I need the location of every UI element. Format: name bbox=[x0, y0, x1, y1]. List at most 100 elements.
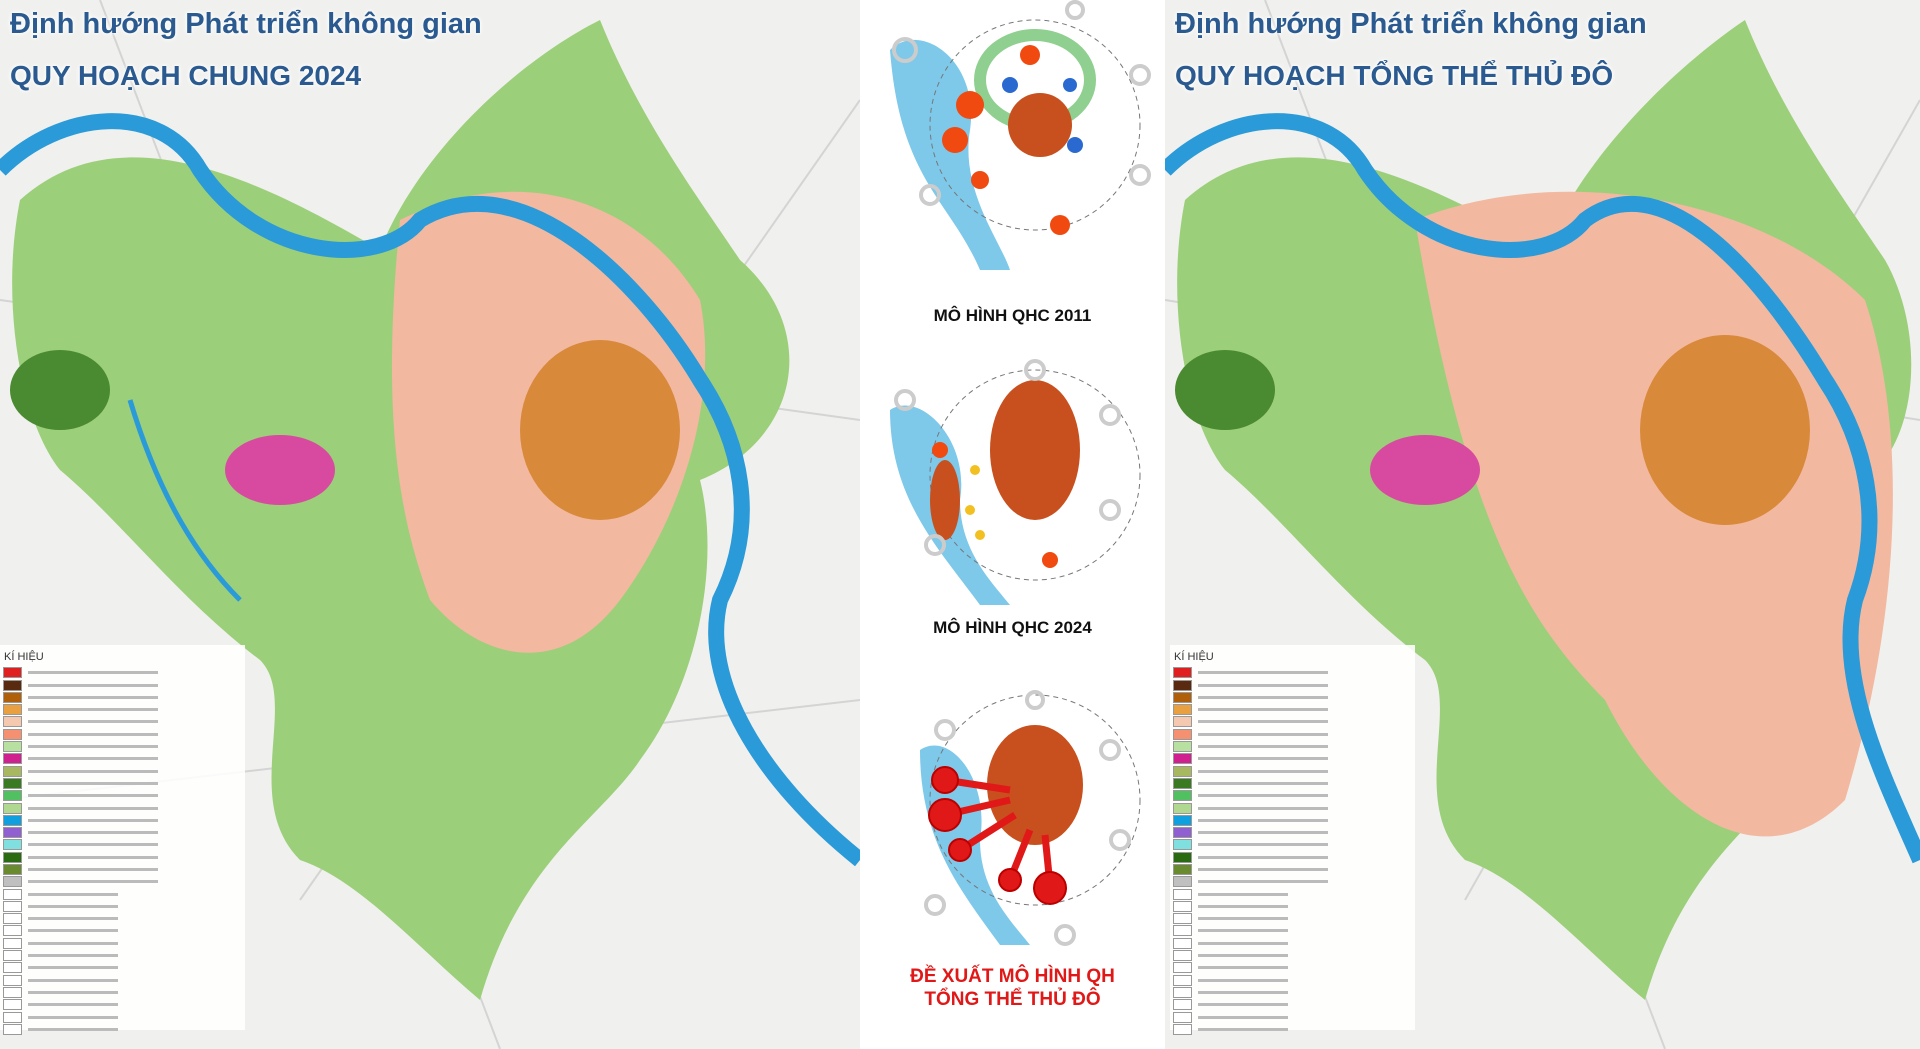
legend-item bbox=[1170, 1023, 1415, 1036]
legend-item bbox=[0, 716, 245, 728]
legend-label-illegible bbox=[1198, 1015, 1288, 1019]
legend-label-illegible bbox=[1198, 671, 1328, 675]
legend-label-illegible bbox=[1198, 990, 1288, 994]
legend-label-illegible bbox=[28, 892, 118, 896]
legend-item bbox=[1170, 679, 1415, 691]
legend-label-illegible bbox=[28, 695, 158, 699]
legend-symbol bbox=[3, 900, 22, 912]
legend-item bbox=[1170, 962, 1415, 974]
legend-item bbox=[0, 999, 245, 1011]
legend-item bbox=[1170, 753, 1415, 765]
legend-swatch bbox=[1173, 864, 1192, 875]
legend-label-illegible bbox=[28, 671, 158, 675]
legend-symbol bbox=[3, 962, 22, 974]
legend-label-illegible bbox=[28, 843, 158, 847]
legend-symbol bbox=[3, 1011, 22, 1023]
legend-item bbox=[0, 765, 245, 777]
legend-swatch bbox=[3, 777, 22, 789]
legend-label-illegible bbox=[1198, 941, 1288, 945]
legend-rows bbox=[1170, 667, 1415, 1035]
legend-swatch bbox=[3, 864, 22, 875]
legend-swatch bbox=[3, 679, 22, 691]
map-title-line2: QUY HOẠCH TỔNG THỂ THỦ ĐÔ bbox=[1175, 60, 1614, 91]
legend-label-illegible bbox=[1198, 929, 1288, 933]
legend-label-illegible bbox=[1198, 818, 1328, 822]
legend-item bbox=[0, 728, 245, 740]
legend-item bbox=[1170, 704, 1415, 716]
legend-label-illegible bbox=[28, 831, 158, 835]
legend-swatch bbox=[3, 753, 22, 765]
legend-label-illegible bbox=[28, 720, 158, 724]
legend-swatch bbox=[3, 790, 22, 802]
legend-swatch bbox=[3, 802, 22, 814]
legend-label-illegible bbox=[28, 941, 118, 945]
legend-label-illegible bbox=[1198, 708, 1328, 712]
legend-label-illegible bbox=[28, 1015, 118, 1019]
legend-item bbox=[0, 851, 245, 863]
legend-label-illegible bbox=[28, 1003, 118, 1007]
legend-swatch bbox=[1173, 851, 1192, 863]
legend-label-illegible bbox=[1198, 904, 1288, 908]
legend-label-illegible bbox=[28, 990, 118, 994]
map-legend: KÍ HIỆU bbox=[1170, 645, 1415, 1035]
legend-item bbox=[0, 876, 245, 888]
legend-swatch bbox=[1173, 839, 1192, 851]
forest-hill bbox=[1175, 350, 1275, 430]
red-river bbox=[0, 113, 860, 867]
legend-symbol bbox=[1173, 888, 1192, 900]
legend-label-illegible bbox=[1198, 1027, 1288, 1031]
legend-item bbox=[0, 667, 245, 679]
legend-swatch bbox=[1173, 802, 1192, 814]
legend-symbol bbox=[3, 1023, 22, 1035]
legend-label-illegible bbox=[28, 683, 158, 687]
legend-swatch bbox=[3, 876, 22, 888]
legend-item bbox=[0, 974, 245, 986]
legend-item bbox=[1170, 667, 1415, 679]
model-2024-label: MÔ HÌNH QHC 2024 bbox=[933, 618, 1092, 637]
legend-swatch bbox=[1173, 691, 1192, 703]
legend-symbol bbox=[3, 937, 22, 949]
legend-item bbox=[0, 888, 245, 900]
legend-label-illegible bbox=[1198, 855, 1328, 859]
legend-item bbox=[0, 962, 245, 974]
legend-item bbox=[0, 753, 245, 765]
legend-label-illegible bbox=[28, 966, 118, 970]
legend-swatch bbox=[1173, 827, 1192, 839]
legend-item bbox=[0, 790, 245, 802]
legend-symbol bbox=[1173, 986, 1192, 998]
legend-item bbox=[0, 925, 245, 937]
legend-item bbox=[0, 1023, 245, 1036]
legend-swatch bbox=[1173, 753, 1192, 765]
legend-symbol bbox=[3, 999, 22, 1011]
legend-label-illegible bbox=[28, 929, 118, 933]
legend-label-illegible bbox=[1198, 917, 1288, 921]
legend-label-illegible bbox=[1198, 720, 1328, 724]
proposed-capital-model-diagram bbox=[920, 690, 1141, 946]
map-title-line1: Định hướng Phát triển không gian bbox=[1175, 8, 1647, 40]
high-tech-zone bbox=[1370, 435, 1480, 505]
legend-item bbox=[1170, 777, 1415, 790]
legend-item bbox=[1170, 974, 1415, 986]
legend-swatch bbox=[1173, 814, 1192, 826]
map-title-line1: Định hướng Phát triển không gian bbox=[10, 8, 482, 40]
legend-swatch bbox=[3, 667, 22, 679]
legend-item bbox=[1170, 888, 1415, 900]
legend-label-illegible bbox=[28, 880, 158, 884]
legend-item bbox=[0, 950, 245, 962]
legend-item bbox=[1170, 814, 1415, 827]
legend-symbol bbox=[1173, 925, 1192, 937]
legend-swatch bbox=[1173, 667, 1192, 679]
legend-item bbox=[0, 691, 245, 704]
legend-item bbox=[0, 814, 245, 827]
legend-item bbox=[0, 864, 245, 876]
legend-item bbox=[0, 1011, 245, 1023]
legend-swatch bbox=[3, 691, 22, 703]
proposed-model-label-line1: ĐỀ XUẤT MÔ HÌNH QH bbox=[910, 966, 1115, 987]
legend-swatch bbox=[3, 704, 22, 716]
legend-label-illegible bbox=[28, 818, 158, 822]
legend-label-illegible bbox=[1198, 769, 1328, 773]
legend-label-illegible bbox=[28, 757, 158, 761]
legend-swatch bbox=[3, 728, 22, 740]
legend-symbol bbox=[3, 950, 22, 962]
legend-symbol bbox=[1173, 999, 1192, 1011]
